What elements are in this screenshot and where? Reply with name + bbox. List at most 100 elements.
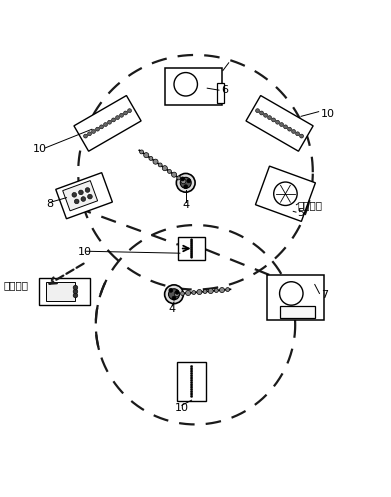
Circle shape bbox=[190, 388, 193, 391]
Text: 8: 8 bbox=[46, 198, 53, 209]
Polygon shape bbox=[246, 95, 313, 151]
Circle shape bbox=[190, 239, 193, 241]
Text: 结束位置: 结束位置 bbox=[4, 281, 29, 291]
Text: 5: 5 bbox=[297, 208, 304, 218]
Text: 10: 10 bbox=[321, 109, 335, 119]
Circle shape bbox=[153, 159, 158, 164]
Circle shape bbox=[190, 247, 193, 248]
Polygon shape bbox=[255, 166, 316, 221]
Polygon shape bbox=[165, 68, 222, 105]
Circle shape bbox=[274, 182, 297, 205]
Circle shape bbox=[190, 245, 193, 247]
Circle shape bbox=[144, 153, 149, 158]
Circle shape bbox=[111, 118, 115, 122]
Circle shape bbox=[280, 123, 283, 127]
Circle shape bbox=[127, 109, 131, 113]
Circle shape bbox=[172, 296, 176, 300]
Circle shape bbox=[108, 120, 111, 124]
Circle shape bbox=[181, 177, 185, 181]
Circle shape bbox=[174, 73, 197, 96]
Circle shape bbox=[181, 178, 186, 184]
Circle shape bbox=[158, 163, 162, 167]
Circle shape bbox=[219, 287, 224, 293]
Polygon shape bbox=[56, 172, 112, 219]
Circle shape bbox=[190, 375, 193, 377]
Circle shape bbox=[264, 113, 267, 117]
Polygon shape bbox=[46, 282, 75, 301]
Circle shape bbox=[88, 194, 92, 199]
Circle shape bbox=[120, 113, 124, 117]
Polygon shape bbox=[267, 275, 324, 320]
Circle shape bbox=[190, 395, 193, 398]
Circle shape bbox=[190, 243, 193, 245]
Text: 6: 6 bbox=[221, 85, 228, 95]
Circle shape bbox=[190, 381, 193, 384]
Circle shape bbox=[190, 377, 193, 379]
Text: 开始位置: 开始位置 bbox=[297, 200, 322, 210]
Circle shape bbox=[190, 254, 193, 256]
Circle shape bbox=[172, 172, 177, 177]
Circle shape bbox=[72, 192, 77, 197]
Circle shape bbox=[91, 130, 95, 133]
Circle shape bbox=[167, 169, 171, 173]
Circle shape bbox=[79, 190, 83, 195]
Circle shape bbox=[149, 157, 153, 161]
Circle shape bbox=[174, 291, 179, 297]
Circle shape bbox=[177, 176, 181, 180]
Circle shape bbox=[203, 290, 207, 294]
Circle shape bbox=[190, 248, 193, 250]
Circle shape bbox=[197, 289, 202, 295]
Circle shape bbox=[187, 179, 191, 183]
Circle shape bbox=[124, 111, 127, 115]
Circle shape bbox=[74, 199, 79, 204]
Circle shape bbox=[95, 127, 99, 131]
Circle shape bbox=[260, 111, 264, 115]
Circle shape bbox=[190, 391, 193, 393]
Circle shape bbox=[190, 370, 193, 372]
Circle shape bbox=[85, 188, 90, 192]
Circle shape bbox=[84, 134, 88, 138]
Circle shape bbox=[162, 166, 167, 171]
Circle shape bbox=[208, 288, 213, 294]
Circle shape bbox=[190, 386, 193, 388]
Circle shape bbox=[81, 197, 86, 201]
Circle shape bbox=[88, 132, 91, 136]
Circle shape bbox=[226, 288, 230, 292]
Circle shape bbox=[283, 125, 287, 129]
Circle shape bbox=[169, 288, 173, 292]
Circle shape bbox=[214, 289, 218, 293]
Circle shape bbox=[190, 372, 193, 375]
Circle shape bbox=[300, 134, 303, 138]
Circle shape bbox=[176, 173, 195, 192]
Circle shape bbox=[73, 289, 78, 294]
Circle shape bbox=[169, 289, 179, 300]
Circle shape bbox=[292, 130, 296, 133]
Circle shape bbox=[73, 293, 78, 298]
Polygon shape bbox=[217, 83, 224, 103]
Circle shape bbox=[175, 290, 179, 294]
Polygon shape bbox=[280, 306, 315, 319]
Circle shape bbox=[165, 285, 183, 304]
Circle shape bbox=[104, 123, 108, 127]
Circle shape bbox=[276, 120, 280, 124]
Circle shape bbox=[288, 127, 292, 131]
Text: 4: 4 bbox=[169, 304, 176, 314]
Circle shape bbox=[256, 109, 260, 113]
Circle shape bbox=[140, 150, 143, 154]
Circle shape bbox=[272, 118, 276, 122]
Circle shape bbox=[267, 116, 271, 120]
Circle shape bbox=[100, 125, 104, 129]
Circle shape bbox=[296, 132, 300, 136]
Polygon shape bbox=[63, 180, 98, 211]
Polygon shape bbox=[178, 237, 205, 260]
Circle shape bbox=[190, 250, 193, 252]
Polygon shape bbox=[177, 362, 206, 401]
Circle shape bbox=[192, 291, 196, 295]
Circle shape bbox=[190, 252, 193, 254]
Circle shape bbox=[180, 177, 191, 188]
Circle shape bbox=[184, 185, 188, 189]
Polygon shape bbox=[74, 95, 141, 151]
Circle shape bbox=[186, 290, 191, 296]
Polygon shape bbox=[39, 278, 90, 305]
Circle shape bbox=[190, 368, 193, 370]
